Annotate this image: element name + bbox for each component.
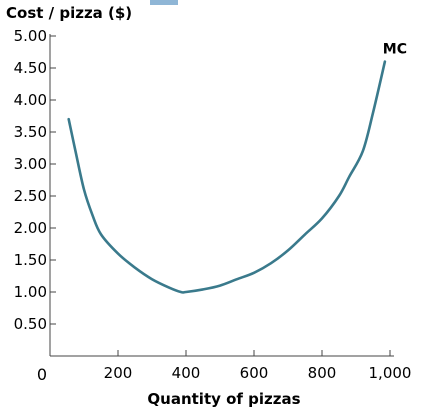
x-tick-label: 800: [308, 364, 337, 382]
y-tick-label: 3.00: [14, 155, 47, 173]
y-tick-label: 2.00: [14, 219, 47, 237]
y-tick-label: 5.00: [14, 27, 47, 45]
axes: [49, 34, 394, 357]
series-layer: [67, 60, 387, 294]
y-tick-label: 1.00: [14, 283, 47, 301]
x-tick-label: 1,000: [369, 364, 412, 382]
y-tick-label: 2.50: [14, 187, 47, 205]
series-line-mc: [67, 60, 387, 294]
y-tick-label: 0.50: [14, 315, 47, 333]
x-tick-label: 600: [240, 364, 269, 382]
x-axis-title: Quantity of pizzas: [147, 390, 300, 408]
series-label-mc: MC: [383, 42, 407, 58]
x-origin-label: 0: [37, 365, 47, 384]
y-tick-label: 1.50: [14, 251, 47, 269]
header-tab-fragment: [150, 0, 178, 5]
y-axis-title: Cost / pizza ($): [6, 4, 132, 22]
x-tick-label: 400: [172, 364, 201, 382]
ticks: [50, 35, 391, 356]
y-tick-label: 3.50: [14, 123, 47, 141]
x-tick-label: 200: [104, 364, 133, 382]
labels: Cost / pizza ($) Quantity of pizzas 0.50…: [6, 4, 411, 408]
y-tick-label: 4.50: [14, 59, 47, 77]
y-tick-label: 4.00: [14, 91, 47, 109]
